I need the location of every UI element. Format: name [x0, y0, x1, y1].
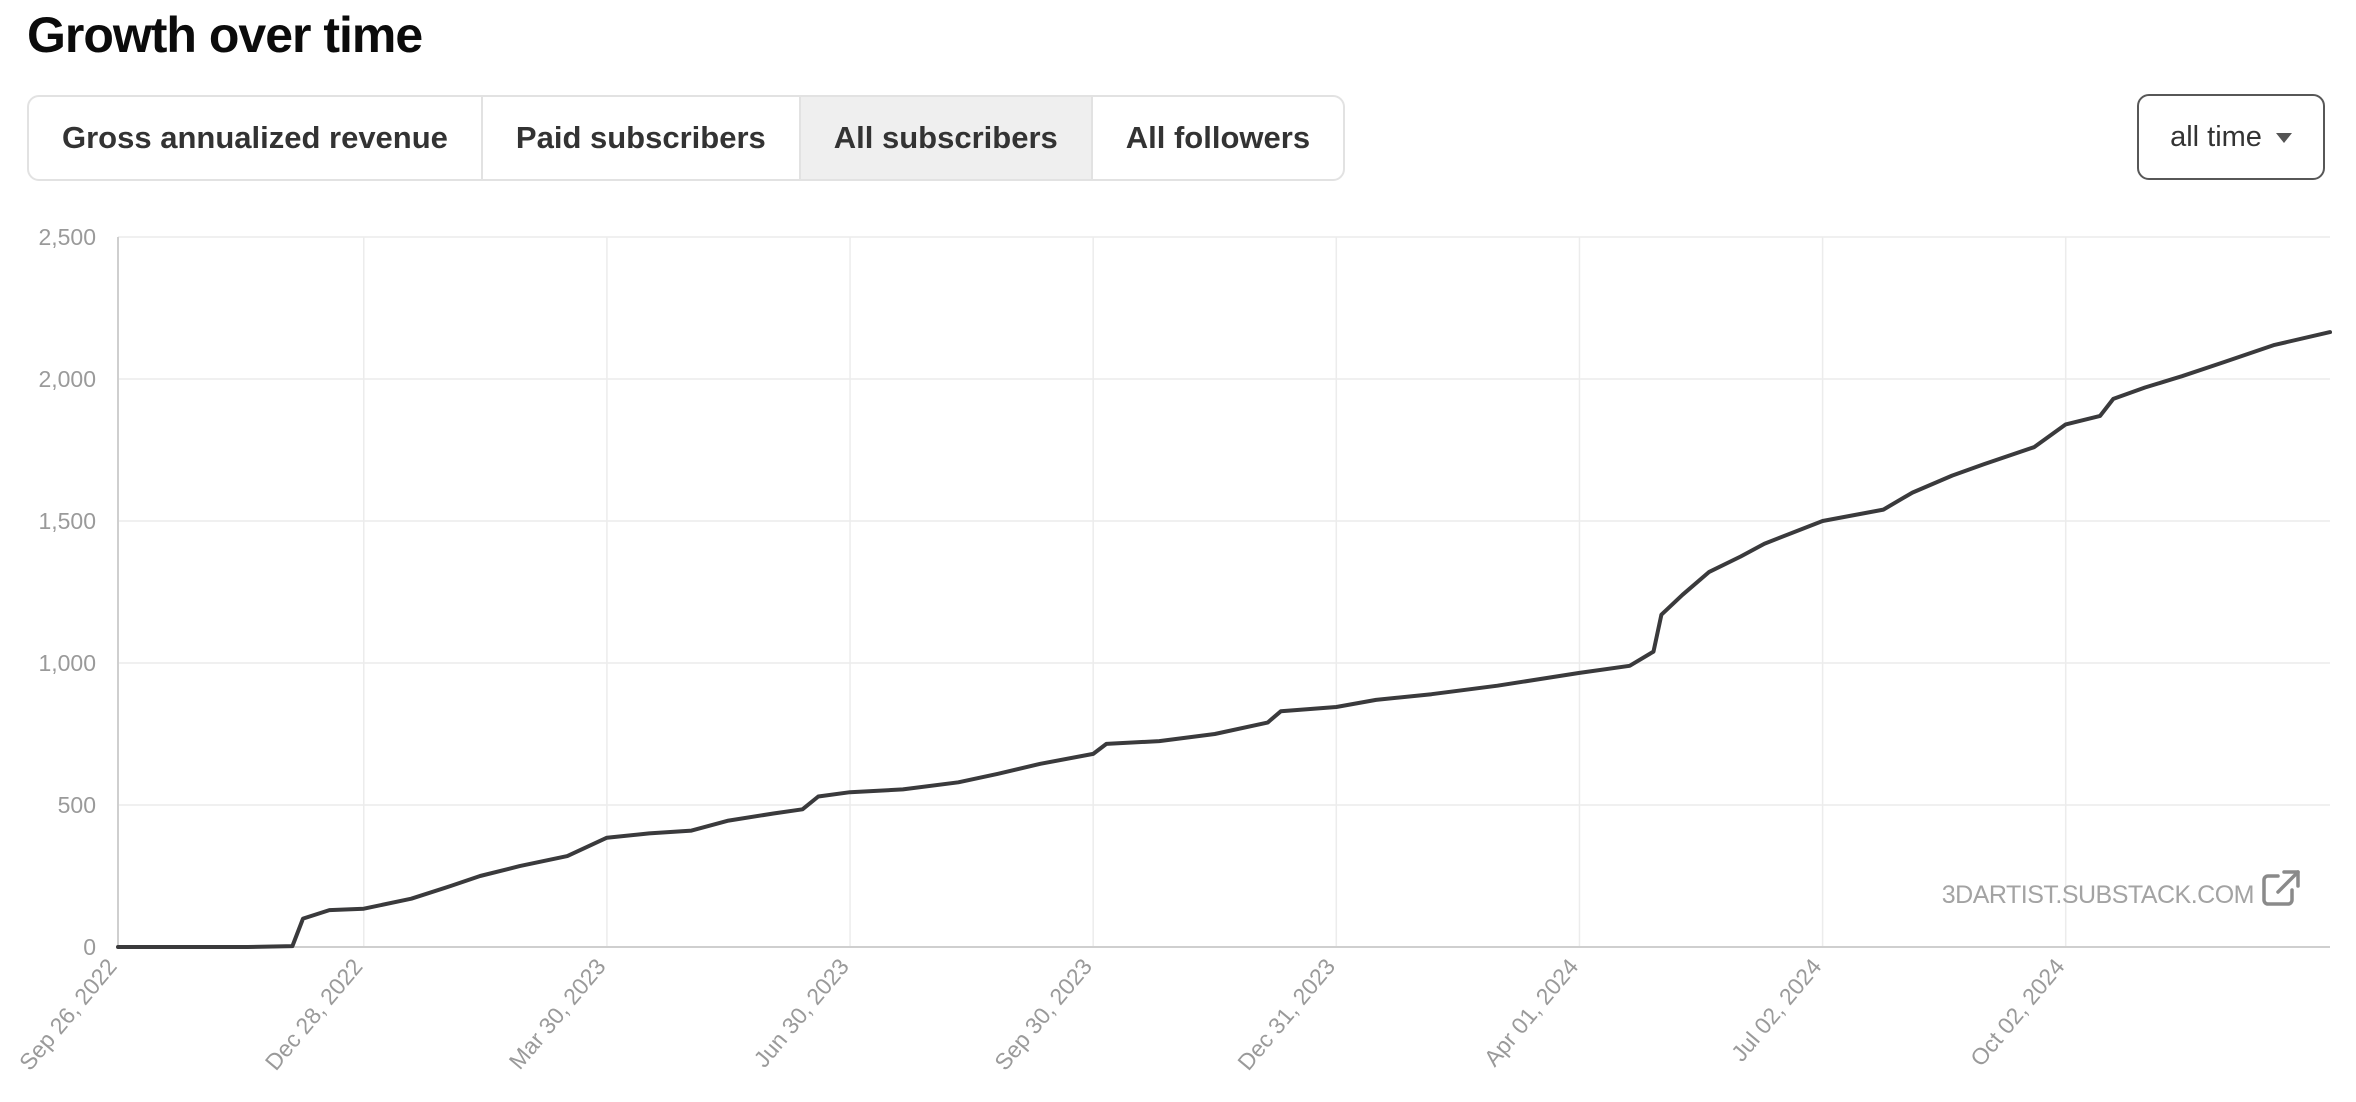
y-tick-label: 1,000: [38, 650, 96, 676]
grid-lines: [118, 236, 2330, 947]
caret-down-icon: [2275, 133, 2292, 143]
x-tick-label: Oct 02, 2024: [1965, 953, 2070, 1071]
x-tick-label: Sep 26, 2022: [14, 954, 122, 1076]
axes: [117, 237, 2330, 948]
y-tick-label: 2,000: [38, 366, 96, 392]
period-select-value: all time: [2170, 120, 2262, 153]
x-tick-label: Mar 30, 2023: [504, 954, 611, 1075]
watermark-text[interactable]: 3DARTIST.SUBSTACK.COM: [1942, 881, 2255, 909]
x-tick-label: Dec 28, 2022: [260, 954, 368, 1076]
watermark[interactable]: 3DARTIST.SUBSTACK.COM: [1942, 870, 2300, 909]
metric-tabs: Gross annualized revenue Paid subscriber…: [27, 95, 1346, 181]
x-axis-ticks: Sep 26, 2022 Dec 28, 2022 Mar 30, 2023 Jun …: [14, 953, 2070, 1075]
x-tick-label: Sep 30, 2023: [989, 954, 1097, 1076]
y-tick-label: 500: [58, 792, 96, 818]
x-tick-label: Jul 02, 2024: [1726, 953, 1827, 1066]
page-title: Growth over time: [27, 7, 423, 63]
series-lines: [116, 330, 2332, 949]
x-tick-label: Jun 30, 2023: [748, 954, 853, 1073]
y-axis-ticks: 0 500 1,000 1,500 2,000 2,500: [38, 224, 96, 960]
tab-all-followers[interactable]: All followers: [1125, 120, 1311, 155]
series-line-all-subscribers: [116, 330, 2332, 949]
tab-gross-annualized-revenue[interactable]: Gross annualized revenue: [29, 97, 483, 179]
y-tick-label: 0: [83, 934, 96, 960]
y-tick-label: 2,500: [38, 224, 96, 250]
period-select[interactable]: all time: [2137, 94, 2325, 180]
x-tick-label: Dec 31, 2023: [1232, 954, 1340, 1076]
tab-all-subscribers[interactable]: All subscribers: [800, 97, 1093, 179]
external-link-icon[interactable]: [2262, 870, 2300, 906]
x-tick-label: Apr 01, 2024: [1479, 953, 1584, 1071]
tab-paid-subscribers[interactable]: Paid subscribers: [483, 97, 801, 179]
y-tick-label: 1,500: [38, 508, 96, 534]
